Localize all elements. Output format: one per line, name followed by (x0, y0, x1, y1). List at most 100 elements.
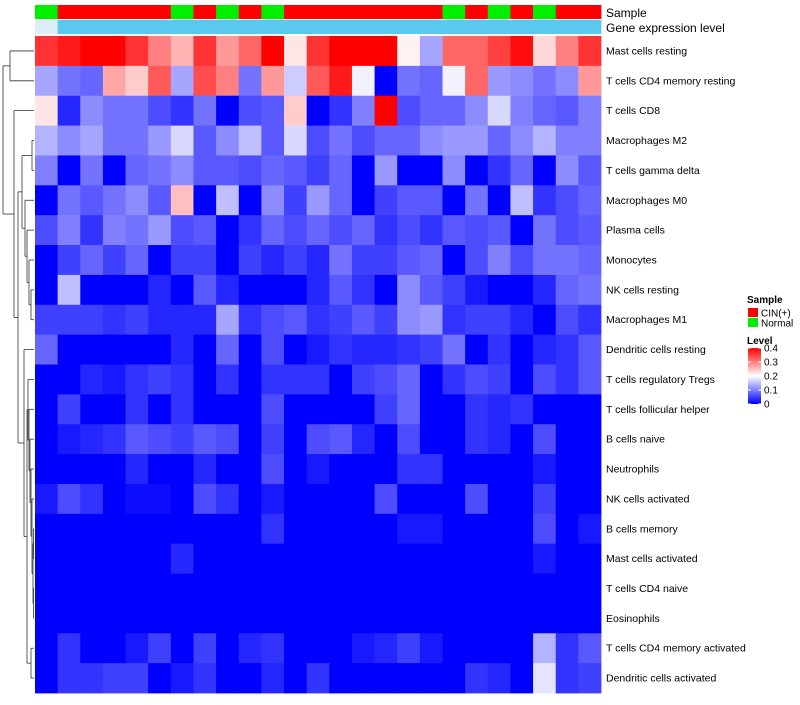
heatmap-cell (419, 663, 443, 694)
heatmap-cell (533, 513, 557, 545)
heatmap-cell (125, 155, 149, 186)
heatmap-cell (578, 155, 602, 186)
heatmap-cell (351, 245, 375, 276)
heatmap-cell (35, 543, 59, 574)
sample-track-cell (193, 5, 217, 19)
heatmap-cell (125, 334, 149, 365)
heatmap-cell (351, 65, 375, 97)
heatmap-cell (57, 274, 81, 306)
heatmap-cell (487, 603, 511, 634)
heatmap-cell (374, 394, 398, 425)
heatmap-cell (397, 125, 421, 156)
heatmap-cell (442, 663, 466, 694)
heatmap-cell (329, 215, 353, 246)
heatmap-cell (193, 364, 217, 395)
heatmap-cell (578, 125, 602, 156)
sample-track-cell (216, 5, 240, 19)
heatmap-cell (465, 95, 489, 126)
heatmap-cell (238, 364, 262, 395)
heatmap-cell (216, 95, 240, 126)
heatmap-cell (487, 125, 511, 156)
heatmap-cell (374, 663, 398, 694)
sample-track-cell (261, 5, 285, 19)
heatmap-cell (533, 483, 557, 515)
heatmap-cell (442, 304, 466, 336)
row-label: B cells memory (606, 523, 679, 535)
heatmap-cell (419, 394, 443, 425)
heatmap-cell (170, 185, 194, 216)
heatmap-cell (555, 364, 579, 395)
sample-track-cell (306, 5, 330, 19)
row-label: Neutrophils (606, 464, 659, 476)
heatmap-cell (510, 155, 534, 186)
heatmap-cell (170, 155, 194, 186)
heatmap-cell (329, 155, 353, 186)
heatmap-cell (397, 245, 421, 276)
heatmap-cell (555, 454, 579, 485)
heatmap-cell (170, 125, 194, 156)
row-label: T cells CD4 naive (606, 583, 688, 595)
heatmap-cell (57, 454, 81, 485)
heatmap-cell (442, 215, 466, 246)
heatmap-cell (193, 65, 217, 97)
heatmap-cell (284, 215, 308, 246)
heatmap-cell (487, 215, 511, 246)
heatmap-cell (465, 245, 489, 276)
heatmap-cell (170, 483, 194, 515)
heatmap-cell (351, 633, 375, 664)
heatmap-cell (216, 274, 240, 306)
heatmap-cell (57, 185, 81, 216)
heatmap-cell (419, 603, 443, 634)
heatmap-cell (487, 95, 511, 126)
heatmap-cell (510, 65, 534, 97)
heatmap-cell (397, 513, 421, 545)
heatmap-cell (80, 394, 104, 425)
heatmap-cell (578, 454, 602, 485)
expression-track-cell (374, 20, 398, 34)
heatmap-cell (193, 663, 217, 694)
heatmap-cell (510, 185, 534, 216)
heatmap-cell (578, 513, 602, 545)
sample-track-cell (125, 5, 149, 19)
heatmap-cell (125, 573, 149, 604)
heatmap-cell (306, 513, 330, 545)
row-label: Monocytes (606, 254, 657, 266)
heatmap-cell (306, 274, 330, 306)
heatmap-cell (125, 245, 149, 276)
annotation-tracks (35, 5, 602, 34)
heatmap-cell (284, 274, 308, 306)
heatmap-cell (578, 364, 602, 395)
heatmap-cell (533, 274, 557, 306)
heatmap-cell (329, 633, 353, 664)
heatmap-cell (351, 36, 375, 67)
heatmap-cell (306, 304, 330, 336)
heatmap-cell (351, 663, 375, 694)
heatmap-cell (510, 245, 534, 276)
heatmap-cell (306, 663, 330, 694)
heatmap-cell (80, 663, 104, 694)
row-label: T cells regulatory Tregs (606, 374, 715, 386)
heatmap-cell (193, 36, 217, 67)
heatmap-cell (238, 155, 262, 186)
heatmap-cell (555, 274, 579, 306)
heatmap-cell (148, 95, 172, 126)
heatmap-cell (102, 543, 126, 574)
heatmap-cell (487, 663, 511, 694)
heatmap-cell (419, 185, 443, 216)
heatmap-cell (80, 543, 104, 574)
heatmap-cell (102, 454, 126, 485)
heatmap-cell (397, 454, 421, 485)
heatmap-cell (329, 364, 353, 395)
heatmap-cell (57, 543, 81, 574)
legend-level-tick-label: 0.4 (764, 344, 778, 355)
sample-track-cell (35, 5, 59, 19)
heatmap-cell (465, 454, 489, 485)
heatmap-cell (329, 603, 353, 634)
heatmap-cell (125, 633, 149, 664)
sample-track-cell (351, 5, 375, 19)
heatmap-cell (578, 65, 602, 97)
heatmap-cell (555, 125, 579, 156)
heatmap-cell (442, 95, 466, 126)
heatmap-cell (57, 215, 81, 246)
heatmap-cell (351, 125, 375, 156)
